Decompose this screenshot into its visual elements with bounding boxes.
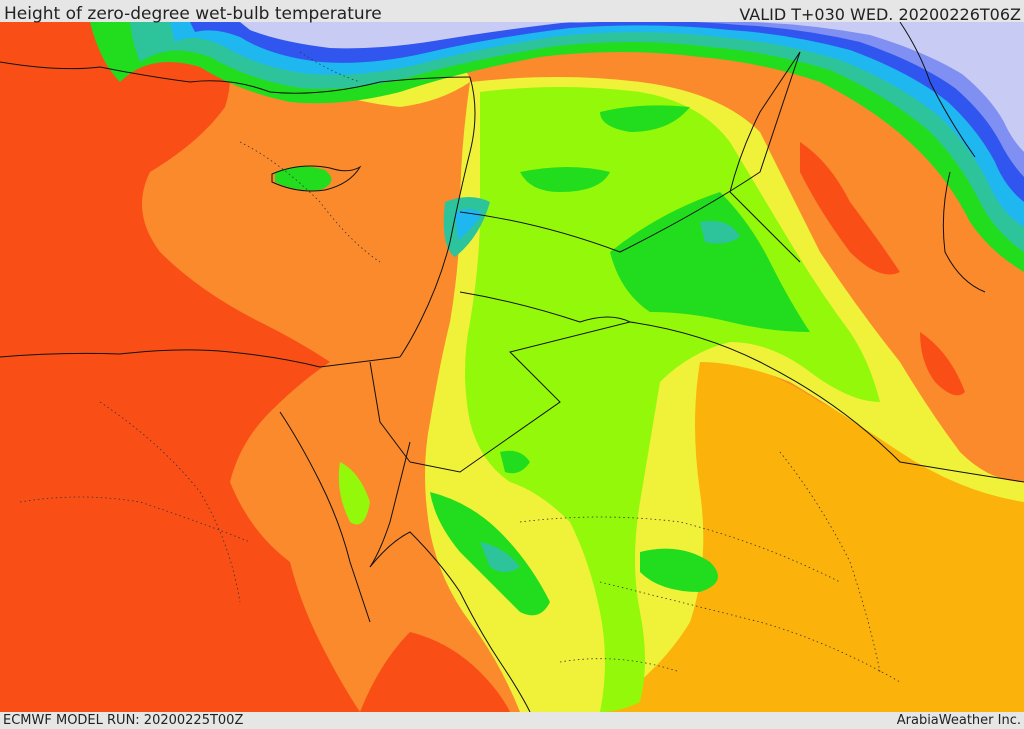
field-teal-iraq bbox=[700, 221, 740, 244]
field-green-saudi bbox=[640, 548, 718, 592]
province-lines bbox=[19, 51, 901, 683]
field-green-saudi2 bbox=[500, 450, 530, 474]
model-run: ECMWF MODEL RUN: 20200225T00Z bbox=[3, 713, 244, 728]
caspian-coast bbox=[899, 22, 976, 158]
field-cyan-lebanon bbox=[455, 208, 482, 240]
cyprus-outline bbox=[271, 165, 362, 192]
coastline-egypt bbox=[0, 349, 401, 368]
coastline-levant bbox=[399, 76, 476, 358]
field-green-syria bbox=[520, 167, 610, 192]
field-lime bbox=[465, 87, 880, 712]
borders bbox=[0, 22, 1024, 712]
field-redorange-west bbox=[0, 22, 360, 712]
field-lime-sinai bbox=[338, 462, 370, 525]
credit: ArabiaWeather Inc. bbox=[896, 713, 1021, 728]
header-bar: Height of zero-degree wet-bulb temperatu… bbox=[0, 0, 1024, 24]
border-syria-iraq bbox=[459, 51, 801, 253]
field-redorange-sinai-south bbox=[360, 632, 510, 712]
coastline-gulf-aqaba bbox=[369, 441, 411, 568]
border-iraq-saudi bbox=[629, 321, 1024, 483]
border-jordan bbox=[409, 291, 632, 473]
field-green-iraq bbox=[610, 192, 810, 332]
border-egypt-sudan bbox=[369, 361, 411, 463]
field-green-syria2 bbox=[600, 105, 690, 132]
border-iran-iraq bbox=[729, 51, 801, 263]
coastline-red-sea bbox=[369, 531, 531, 712]
footer-bar: ECMWF MODEL RUN: 20200225T00Z ArabiaWeat… bbox=[0, 712, 1024, 729]
field-lavender-north bbox=[230, 22, 1024, 152]
valid-time: VALID T+030 WED. 20200226T06Z bbox=[739, 5, 1021, 24]
map-title: Height of zero-degree wet-bulb temperatu… bbox=[4, 4, 382, 24]
field-redorange-east bbox=[800, 142, 900, 275]
field-lavender-north-west bbox=[240, 22, 570, 49]
field-teal-north bbox=[130, 22, 1024, 252]
field-green-cyprus bbox=[275, 166, 332, 191]
coastline-gulf-suez bbox=[279, 411, 371, 623]
coastline-turkey bbox=[0, 61, 471, 94]
map-canvas[interactable] bbox=[0, 22, 1024, 712]
gulf-coast bbox=[942, 171, 986, 293]
field-teal-saudi-nw bbox=[480, 542, 520, 572]
wet-bulb-map bbox=[0, 22, 1024, 712]
field-redorange-east2 bbox=[920, 332, 965, 396]
